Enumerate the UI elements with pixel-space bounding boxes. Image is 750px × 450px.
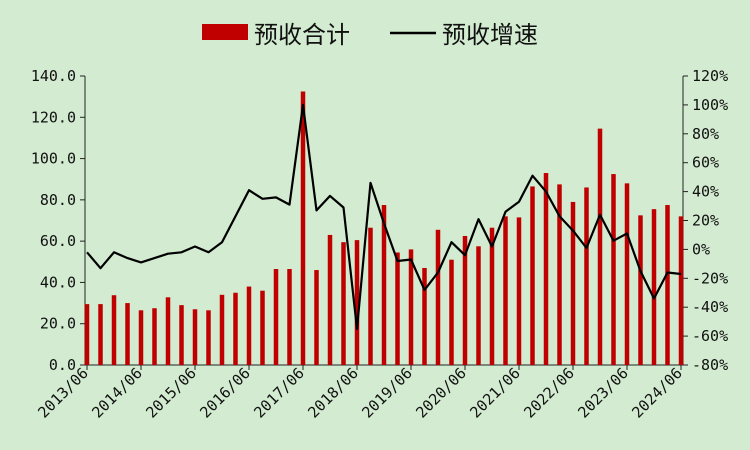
- x-tick-label: 2020/06: [412, 364, 469, 421]
- bar: [449, 259, 454, 365]
- bar: [273, 269, 279, 365]
- x-tick-label: 2024/06: [628, 364, 685, 421]
- right-tick-label: 120%: [692, 67, 728, 85]
- growth-line: [86, 103, 682, 330]
- bar: [98, 304, 103, 365]
- x-axis-labels: 2013/062014/062015/062016/062017/062018/…: [34, 364, 685, 421]
- bar: [476, 246, 481, 365]
- bar: [300, 91, 306, 365]
- bar: [246, 286, 252, 365]
- bar: [611, 174, 616, 365]
- right-tick-label: 60%: [692, 154, 719, 172]
- right-tick-label: 40%: [692, 183, 719, 201]
- right-tick-label: -20%: [692, 269, 728, 287]
- bar: [584, 187, 589, 365]
- left-tick-label: 60.0: [40, 232, 76, 250]
- bar: [462, 235, 468, 365]
- bar: [395, 252, 400, 365]
- right-tick-label: -40%: [692, 298, 728, 316]
- bar: [341, 242, 346, 365]
- bar: [111, 295, 117, 365]
- bar: [125, 303, 130, 365]
- bar: [516, 217, 522, 365]
- right-tick-label: 80%: [692, 125, 719, 143]
- bar-series: [84, 91, 684, 365]
- bar: [260, 290, 265, 365]
- left-tick-label: 40.0: [40, 273, 76, 291]
- bar: [638, 215, 643, 365]
- bar: [381, 205, 387, 365]
- bar: [179, 305, 184, 365]
- x-tick-label: 2021/06: [466, 364, 523, 421]
- bar: [408, 249, 414, 365]
- bar: [219, 294, 225, 365]
- right-tick-label: 20%: [692, 212, 719, 230]
- right-tick-label: -80%: [692, 356, 728, 374]
- x-tick-label: 2022/06: [520, 364, 577, 421]
- bar: [543, 173, 549, 365]
- left-tick-label: 120.0: [31, 108, 76, 126]
- bar: [165, 297, 171, 365]
- bar: [624, 183, 630, 365]
- bar: [327, 234, 333, 365]
- bar: [354, 240, 360, 365]
- x-tick-label: 2014/06: [88, 364, 145, 421]
- x-tick-label: 2018/06: [304, 364, 361, 421]
- x-tick-label: 2016/06: [196, 364, 253, 421]
- bar: [503, 216, 508, 365]
- bar: [570, 201, 576, 365]
- left-tick-label: 140.0: [31, 67, 76, 85]
- bar: [435, 229, 441, 365]
- right-tick-label: -60%: [692, 327, 728, 345]
- bar: [287, 269, 292, 365]
- bar: [651, 209, 657, 365]
- line-series: [86, 103, 682, 330]
- bar: [530, 186, 535, 365]
- legend-bar-label: 预收合计: [254, 21, 350, 49]
- x-tick-label: 2023/06: [574, 364, 631, 421]
- bar: [678, 216, 684, 365]
- bar: [233, 292, 238, 365]
- legend-line-label: 预收增速: [442, 21, 538, 49]
- bar: [206, 310, 211, 365]
- left-tick-label: 20.0: [40, 315, 76, 333]
- x-tick-label: 2017/06: [250, 364, 307, 421]
- bar: [597, 128, 603, 365]
- right-tick-label: 0%: [692, 240, 710, 258]
- bar: [314, 270, 319, 365]
- bar: [192, 309, 198, 365]
- axes: 0.0 20.0 40.0 60.0 80.0 100.0 120.0 140.0 -80% -6…: [31, 67, 728, 374]
- right-tick-label: 100%: [692, 96, 728, 114]
- x-tick-label: 2015/06: [142, 364, 199, 421]
- left-tick-label: 0.0: [49, 356, 76, 374]
- bar: [84, 304, 90, 365]
- bar: [152, 308, 157, 365]
- legend: 预收合计 预收增速: [202, 21, 538, 49]
- legend-bar-swatch: [202, 24, 248, 40]
- bar: [138, 310, 144, 365]
- bar: [489, 227, 495, 365]
- x-tick-label: 2019/06: [358, 364, 415, 421]
- bar: [368, 227, 373, 365]
- bar: [557, 184, 562, 365]
- bar: [665, 205, 670, 365]
- left-tick-label: 80.0: [40, 191, 76, 209]
- bar: [422, 267, 427, 365]
- left-tick-label: 100.0: [31, 150, 76, 168]
